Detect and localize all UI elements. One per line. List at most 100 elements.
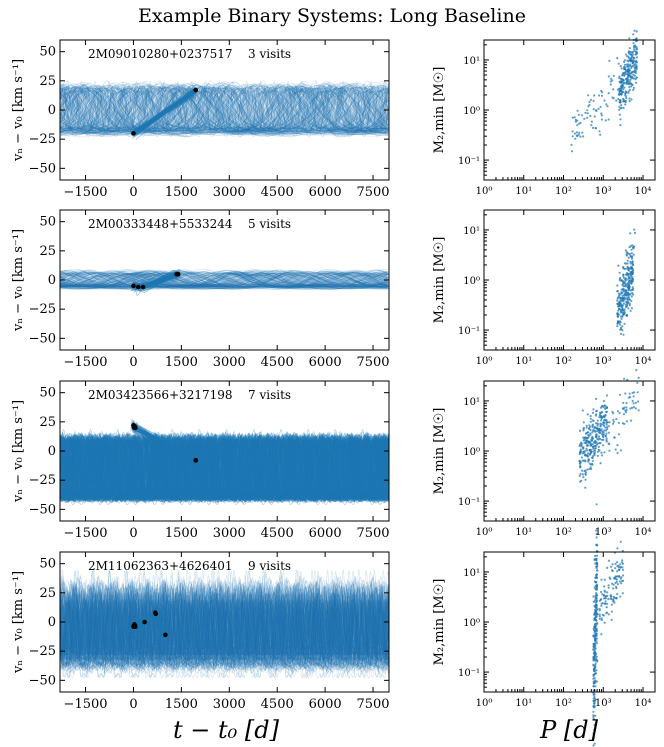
pm-point (582, 409, 584, 411)
rv-ytick-label: −50 (29, 502, 56, 517)
pm-point (617, 410, 619, 412)
pm-point (592, 412, 594, 414)
pm-point (638, 409, 640, 411)
pm-point (628, 83, 630, 85)
rv-observation-point (141, 285, 146, 290)
pm-point (592, 744, 594, 746)
pm-point (600, 633, 602, 635)
rv-sample-curves (60, 419, 389, 505)
rv-ytick-label: 25 (39, 74, 56, 89)
rv-xtick-label: 1500 (165, 526, 198, 541)
pm-point (620, 303, 622, 305)
pm-point (596, 623, 598, 625)
star-name-label: 2M00333448+5533244 (88, 217, 233, 231)
pm-point (607, 421, 609, 423)
rv-xtick-label: 3000 (213, 355, 246, 370)
pm-point (632, 272, 634, 274)
pm-point (592, 426, 594, 428)
pm-point (620, 449, 622, 451)
pm-point (634, 30, 636, 32)
pm-point (599, 423, 601, 425)
pm-point (595, 658, 597, 660)
pm-point (615, 597, 617, 599)
pm-point (632, 61, 634, 63)
pm-xtick-label: 10³ (595, 527, 612, 538)
pm-point (621, 559, 623, 561)
pm-point (625, 263, 627, 265)
pm-point (603, 421, 605, 423)
pm-point (583, 470, 585, 472)
pm-point (630, 300, 632, 302)
pm-xtick-label: 10² (555, 698, 572, 709)
pm-point (584, 454, 586, 456)
pm-point (622, 580, 624, 582)
pm-point (632, 289, 634, 291)
rv-ytick-label: 25 (39, 586, 56, 601)
pm-point (601, 433, 603, 435)
pm-point (633, 246, 635, 248)
pm-point (595, 436, 597, 438)
pm-point (613, 584, 615, 586)
pm-ylabel: M₂,min [M☉] (432, 579, 447, 666)
pm-point (579, 475, 581, 477)
rv-ytick-label: 0 (48, 444, 56, 459)
pm-point (588, 104, 590, 106)
pm-point (617, 583, 619, 585)
pm-xtick-label: 10⁴ (635, 698, 652, 709)
rv-xtick-label: 4500 (261, 185, 294, 200)
pm-point (608, 443, 610, 445)
pm-point (599, 425, 601, 427)
pm-point (633, 391, 635, 393)
pm-point (616, 290, 618, 292)
pm-point (611, 604, 613, 606)
pm-point (615, 100, 617, 102)
pm-point (623, 406, 625, 408)
pm-point (592, 430, 594, 432)
pm-point (606, 424, 608, 426)
pm-point (629, 65, 631, 67)
rv-ytick-label: −50 (29, 161, 56, 176)
pm-point (592, 408, 594, 410)
pm-point (618, 569, 620, 571)
pm-point (596, 585, 598, 587)
pm-point (596, 425, 598, 427)
pm-point (615, 418, 617, 420)
pm-point (581, 114, 583, 116)
pm-point (629, 393, 631, 395)
pm-point (586, 469, 588, 471)
pm-point (601, 95, 603, 97)
pm-point (619, 596, 621, 598)
pm-point (615, 448, 617, 450)
rv-xtick-label: −1500 (64, 355, 108, 370)
pm-xtick-label: 10¹ (515, 356, 532, 367)
pm-point (606, 567, 608, 569)
pm-point (616, 547, 618, 549)
pm-point (592, 443, 594, 445)
rv-ytick-label: −50 (29, 331, 56, 346)
pm-point (633, 77, 635, 79)
pm-point (627, 92, 629, 94)
pm-point (624, 92, 626, 94)
pm-point (589, 432, 591, 434)
pm-point (596, 569, 598, 571)
pm-point (592, 127, 594, 129)
pm-point (621, 307, 623, 309)
pm-point (629, 100, 631, 102)
pm-point (620, 328, 622, 330)
pm-point (630, 67, 632, 69)
pm-point (619, 567, 621, 569)
pm-point (631, 295, 633, 297)
pm-ylabel: M₂,min [M☉] (432, 67, 447, 154)
pm-point (633, 87, 635, 89)
pm-point (613, 75, 615, 77)
pm-point (595, 634, 597, 636)
pm-scatter-points (570, 30, 638, 153)
pm-point (608, 92, 610, 94)
pm-point (617, 565, 619, 567)
rv-ytick-label: 50 (39, 557, 56, 572)
pm-point (602, 444, 604, 446)
rv-xtick-label: 4500 (261, 355, 294, 370)
pm-point (629, 76, 631, 78)
